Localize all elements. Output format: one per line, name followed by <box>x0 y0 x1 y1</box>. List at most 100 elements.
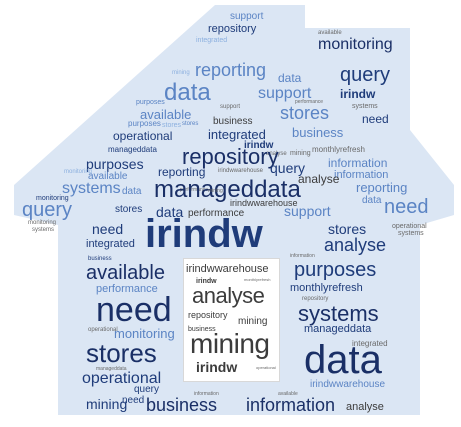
word-business: business <box>292 125 344 140</box>
word-purposes: purposes <box>294 259 377 281</box>
word-support: support <box>284 203 331 219</box>
word-mining: mining <box>290 150 311 157</box>
word-integrated: integrated <box>208 127 266 142</box>
word-operational: operational <box>392 223 427 230</box>
word-need: need <box>122 395 145 406</box>
word-purposes: purposes <box>86 156 144 172</box>
word-data: data <box>156 204 184 220</box>
word-data: data <box>122 186 142 197</box>
word-irindw: irindw <box>145 212 263 256</box>
word-irindw: irindw <box>244 140 274 151</box>
word-available: available <box>140 107 192 122</box>
word-monitoring: monitoring <box>318 36 393 53</box>
word-query: query <box>270 160 306 176</box>
word-data: data <box>304 338 382 382</box>
word-reporting: reporting <box>356 180 408 195</box>
word-monitoring: monitoring <box>36 195 69 202</box>
word-stores: stores <box>86 338 157 368</box>
word-query: query <box>340 64 391 86</box>
word-mining: mining <box>238 316 268 327</box>
word-data: data <box>278 71 302 85</box>
word-monitoring: monitoring <box>114 326 175 341</box>
word-monthlyrefresh: monthlyrefresh <box>312 145 365 154</box>
word-analyse: analyse <box>324 235 387 255</box>
word-manageddata: manageddata <box>154 176 301 203</box>
word-business: business <box>146 395 218 415</box>
word-manageddata: manageddata <box>304 323 372 335</box>
word-monthlyrefresh: monthlyrefresh <box>290 282 363 294</box>
word-irindwwarehouse: irindwwarehouse <box>310 379 386 390</box>
word-irindw: irindw <box>196 359 238 375</box>
word-business: business <box>213 116 253 127</box>
word-support: support <box>230 11 264 22</box>
word-monitoring: monitoring <box>28 220 57 226</box>
word-operational: operational <box>113 129 173 143</box>
word-stores: stores <box>162 122 182 129</box>
word-stores: stores <box>115 204 143 215</box>
word-information: information <box>328 156 388 170</box>
word-data: data <box>164 79 211 106</box>
word-data: data <box>362 195 382 206</box>
word-repository: repository <box>208 23 257 35</box>
door-panel <box>183 258 280 382</box>
word-systems: systems <box>398 230 424 237</box>
word-need: need <box>384 196 429 218</box>
word-repository: repository <box>182 144 279 169</box>
word-purposes: purposes <box>128 119 161 128</box>
word-query: query <box>22 199 73 221</box>
word-manageddata: manageddata <box>108 145 157 154</box>
word-available: available <box>86 262 165 284</box>
word-performance: performance <box>295 99 324 105</box>
word-integrated: integrated <box>196 37 228 44</box>
word-systems: systems <box>352 103 378 110</box>
word-monitoring: monitoring <box>64 169 93 175</box>
word-analyse: analyse <box>346 401 384 413</box>
word-information: information <box>334 169 389 181</box>
word-mining: mining <box>190 328 270 359</box>
house-silhouette <box>14 5 454 415</box>
word-available: available <box>278 391 298 397</box>
word-need: need <box>362 112 389 126</box>
word-stores: stores <box>182 121 199 127</box>
word-reporting: reporting <box>195 60 267 80</box>
word-operational: operational <box>82 370 162 387</box>
word-analyse: analyse <box>298 172 340 186</box>
word-integrated: integrated <box>86 238 135 250</box>
word-systems: systems <box>32 227 55 233</box>
word-stores: stores <box>280 103 330 123</box>
word-performance: performance <box>180 187 209 193</box>
word-irindw: irindw <box>196 278 217 285</box>
word-systems: systems <box>62 180 121 197</box>
word-mining: mining <box>172 70 190 76</box>
word-information: information <box>246 395 336 415</box>
word-irindwwarehouse: irindwwarehouse <box>230 198 298 208</box>
word-systems: systems <box>298 301 379 326</box>
word-irindw: irindw <box>340 87 376 101</box>
word-support: support <box>220 104 241 110</box>
word-information: information <box>290 253 315 259</box>
word-repository: repository <box>302 296 329 302</box>
word-irindwwarehouse: irindwwarehouse <box>218 168 264 174</box>
word-information: information <box>194 391 219 397</box>
word-mining: mining <box>86 396 128 412</box>
word-operational: operational <box>256 365 276 370</box>
word-performance: performance <box>188 208 245 219</box>
word-reporting: reporting <box>158 165 206 179</box>
word-stores: stores <box>328 221 367 237</box>
word-available: available <box>88 171 128 182</box>
word-analyse: analyse <box>192 283 265 308</box>
word-integrated: integrated <box>352 339 388 348</box>
word-mining: mining <box>208 188 223 194</box>
word-manageddata: manageddata <box>96 366 127 372</box>
word-business: business <box>88 256 112 262</box>
word-monthlyrefresh: monthlyrefresh <box>244 277 271 282</box>
word-support: support <box>258 85 312 102</box>
word-analyse: analyse <box>266 151 287 157</box>
word-repository: repository <box>188 310 228 320</box>
word-irindwwarehouse: irindwwarehouse <box>186 263 269 275</box>
word-query: query <box>134 384 160 395</box>
word-need: need <box>92 221 124 237</box>
word-purposes: purposes <box>136 99 165 106</box>
word-operational: operational <box>88 327 118 333</box>
